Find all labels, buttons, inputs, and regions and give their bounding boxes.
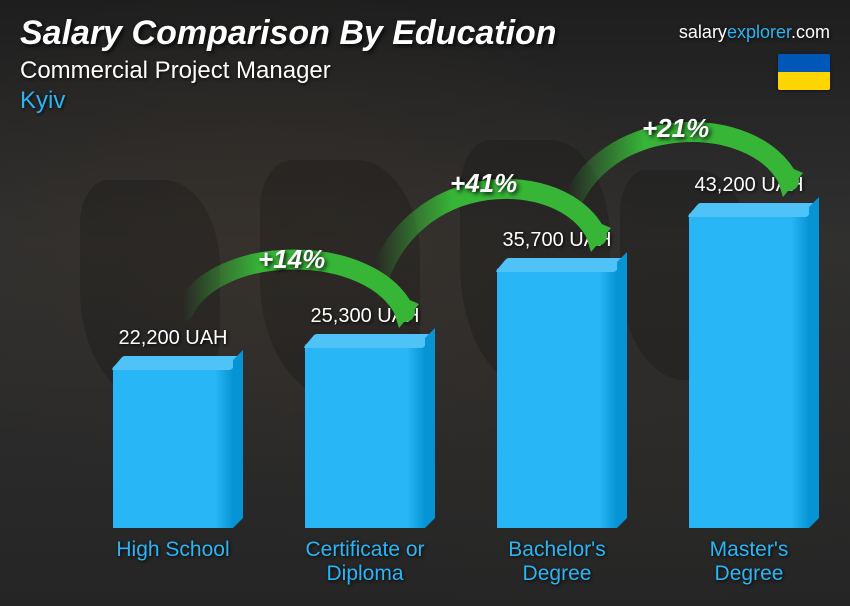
bar: 25,300 UAH [305,344,425,528]
bar-value-label: 35,700 UAH [503,229,612,252]
flag-icon [778,54,830,90]
bar-value-label: 43,200 UAH [695,174,804,197]
bar: 22,200 UAH [113,366,233,528]
flag-top [778,54,830,72]
bar-chart: 22,200 UAH High School 25,300 UAH Certifica… [40,135,790,588]
bar-category-label: Certificate or Diploma [280,538,450,586]
brand-logo: salaryexplorer.com [679,22,830,43]
bar-category-label: Master's Degree [664,538,834,586]
flag-bottom [778,72,830,90]
bar: 35,700 UAH [497,268,617,528]
brand-accent: explorer [727,22,791,42]
bar-value-label: 22,200 UAH [119,327,228,350]
bar-category-label: Bachelor's Degree [472,538,642,586]
bar: 43,200 UAH [689,213,809,528]
bar-category-label: High School [88,538,258,562]
arc-label: +41% [450,168,517,199]
bar-value-label: 25,300 UAH [311,305,420,328]
page-subtitle: Commercial Project Manager [20,57,830,85]
arc-label: +14% [258,244,325,275]
brand-prefix: salary [679,22,727,42]
brand-suffix: .com [791,22,830,42]
page-location: Kyiv [20,87,830,115]
